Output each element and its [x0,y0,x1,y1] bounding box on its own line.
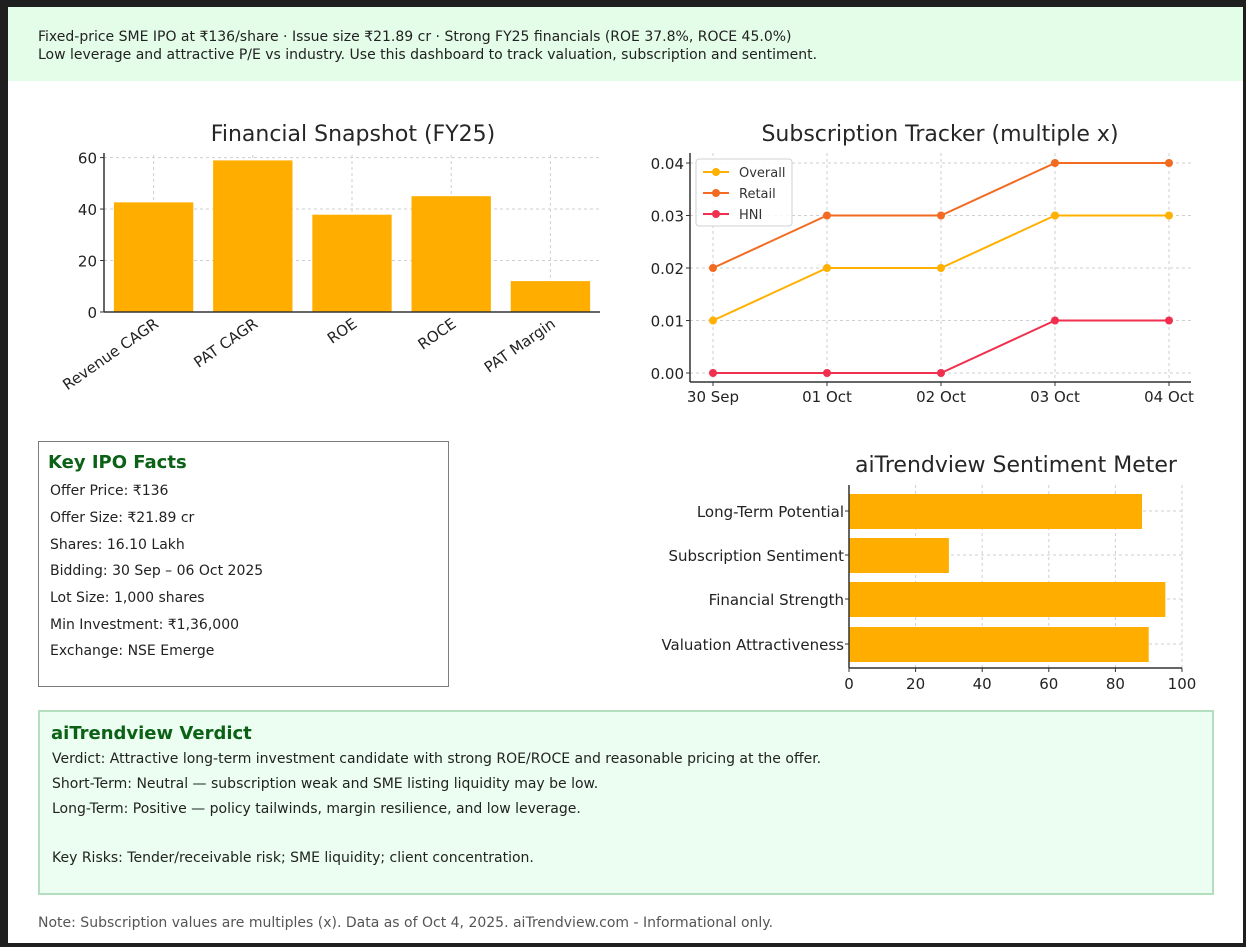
y-tick-label: 0.01 [651,313,684,331]
x-tick-label: 80 [1106,675,1125,693]
x-tick-label: 20 [906,675,925,693]
y-tick-label: 40 [78,201,97,219]
bar-revenue-cagr [113,202,194,312]
y-tick-label: 20 [78,253,97,271]
subscription-tracker-chart: 0.00 0.01 0.02 0.03 0.04 30 Sep 01 Oct 02 Oct 03… [651,153,1194,406]
x-tick-label: 03 Oct [1030,388,1080,406]
marker-overall [1051,211,1059,220]
x-tick-label: 30 Sep [687,388,739,406]
x-tick-label: 60 [1039,675,1058,693]
summary-line-2: Low leverage and attractive P/E vs indus… [38,47,818,63]
fact-shares: Shares: 16.10 Lakh [50,537,185,553]
fact-min-investment: Min Investment: ₹1,36,000 [50,617,240,633]
summary-banner: Fixed-price SME IPO at ₹136/share · Issu… [8,7,1243,81]
fact-lot-size: Lot Size: 1,000 shares [50,590,205,606]
verdict-box: aiTrendview Verdict Verdict: Attractive … [38,710,1214,895]
dashboard-page: Fixed-price SME IPO at ₹136/share · Issu… [8,7,1243,943]
legend-marker [712,189,720,197]
key-ipo-facts-title: Key IPO Facts [48,452,187,473]
fact-bidding: Bidding: 30 Sep – 06 Oct 2025 [50,563,264,579]
y-tick-label: Long-Term Potential [697,503,844,521]
marker-retail [709,264,717,272]
legend-marker [712,168,720,176]
fact-exchange: Exchange: NSE Emerge [50,643,215,659]
short-term-text: Short-Term: Neutral — subscription weak … [52,776,599,792]
bar-roe [312,214,392,312]
bar-pat-cagr [213,160,293,312]
y-tick-label: 60 [78,150,97,168]
marker-overall [709,316,717,325]
legend-label-overall: Overall [739,166,785,181]
marker-hni [937,369,945,377]
y-tick-label: 0.02 [651,260,684,278]
x-tick-label: 0 [844,675,854,693]
marker-retail [937,211,945,220]
financial-snapshot-title: Financial Snapshot (FY25) [210,122,496,147]
y-tick-label: 0.04 [651,155,684,173]
marker-hni [823,369,831,377]
x-tick-label: 01 Oct [802,388,852,406]
bar-valuation-attractiveness [849,627,1149,662]
x-tick-label: 40 [973,675,992,693]
long-term-text: Long-Term: Positive — policy tailwinds, … [52,801,581,817]
bar-long-term-potential [849,494,1143,529]
x-tick-label: 04 Oct [1144,388,1194,406]
y-tick-label: Valuation Attractiveness [661,636,844,654]
marker-hni [1051,316,1059,325]
marker-retail [1051,159,1059,167]
marker-retail [1165,159,1173,167]
verdict-title: aiTrendview Verdict [51,723,252,744]
y-tick-label: 0.00 [651,365,684,383]
x-tick-label: 100 [1168,675,1197,693]
marker-hni [1165,316,1173,325]
y-tick-label: Financial Strength [709,591,844,609]
x-tick-label: 02 Oct [916,388,966,406]
y-tick-label: Subscription Sentiment [668,547,844,565]
marker-overall [937,264,945,272]
verdict-text: Verdict: Attractive long-term investment… [52,751,822,767]
marker-overall [823,264,831,272]
fact-offer-price: Offer Price: ₹136 [50,483,169,499]
legend-marker [712,210,720,218]
bar-subscription-sentiment [849,538,949,573]
bar-roce [411,196,491,312]
key-ipo-facts-box: Key IPO Facts Offer Price: ₹136 Offer Si… [38,441,449,687]
key-risks-text: Key Risks: Tender/receivable risk; SME l… [52,850,534,866]
fact-offer-size: Offer Size: ₹21.89 cr [50,510,195,526]
legend-box [695,158,793,227]
marker-hni [709,369,717,377]
summary-line-1: Fixed-price SME IPO at ₹136/share · Issu… [38,29,792,45]
bar-pat-margin [510,281,591,312]
sentiment-meter-title: aiTrendview Sentiment Meter [855,453,1177,478]
legend-label-retail: Retail [739,187,776,202]
marker-retail [823,211,831,220]
y-tick-label: 0.03 [651,208,684,226]
footer-note: Note: Subscription values are multiples … [38,915,774,931]
sentiment-meter-chart: 0 20 40 60 80 100 Long-Term Potential Subscript… [661,485,1197,693]
marker-overall [1165,211,1173,220]
subscription-tracker-title: Subscription Tracker (multiple x) [761,122,1119,147]
y-tick-label: 0 [87,304,97,322]
legend-label-hni: HNI [739,208,762,223]
bar-financial-strength [849,582,1166,617]
